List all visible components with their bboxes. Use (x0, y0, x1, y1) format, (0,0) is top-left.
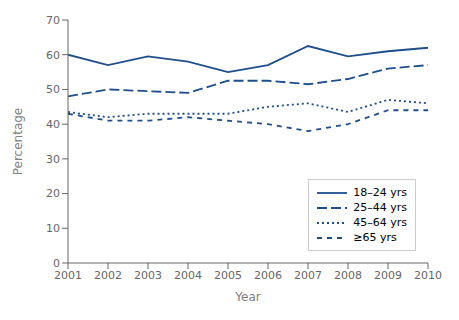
svg-text:2003: 2003 (134, 269, 162, 282)
html-text:45–64 yrs: 45–64 yrs (353, 216, 407, 229)
svg-text:2001: 2001 (54, 269, 82, 282)
svg-text:30: 30 (46, 153, 60, 166)
svg-text:40: 40 (46, 118, 60, 131)
svg-text:0: 0 (53, 257, 60, 270)
html-text:25–44 yrs: 25–44 yrs (353, 201, 407, 214)
svg-text:2007: 2007 (294, 269, 322, 282)
svg-text:70: 70 (46, 14, 60, 27)
svg-text:2002: 2002 (94, 269, 122, 282)
svg-text:20: 20 (46, 187, 60, 200)
html-text:≥65 yrs: ≥65 yrs (353, 231, 397, 244)
svg-text:10: 10 (46, 222, 60, 235)
html-text:18–24 yrs: 18–24 yrs (353, 186, 407, 199)
svg-text:2005: 2005 (214, 269, 242, 282)
svg-text:2004: 2004 (174, 269, 202, 282)
svg-text:2009: 2009 (374, 269, 402, 282)
svg-text:60: 60 (46, 49, 60, 62)
svg-text:2008: 2008 (334, 269, 362, 282)
svg-text:Year: Year (234, 290, 260, 304)
svg-text:Percentage: Percentage (11, 108, 25, 176)
svg-text:50: 50 (46, 83, 60, 96)
svg-text:2010: 2010 (414, 269, 442, 282)
svg-text:2006: 2006 (254, 269, 282, 282)
